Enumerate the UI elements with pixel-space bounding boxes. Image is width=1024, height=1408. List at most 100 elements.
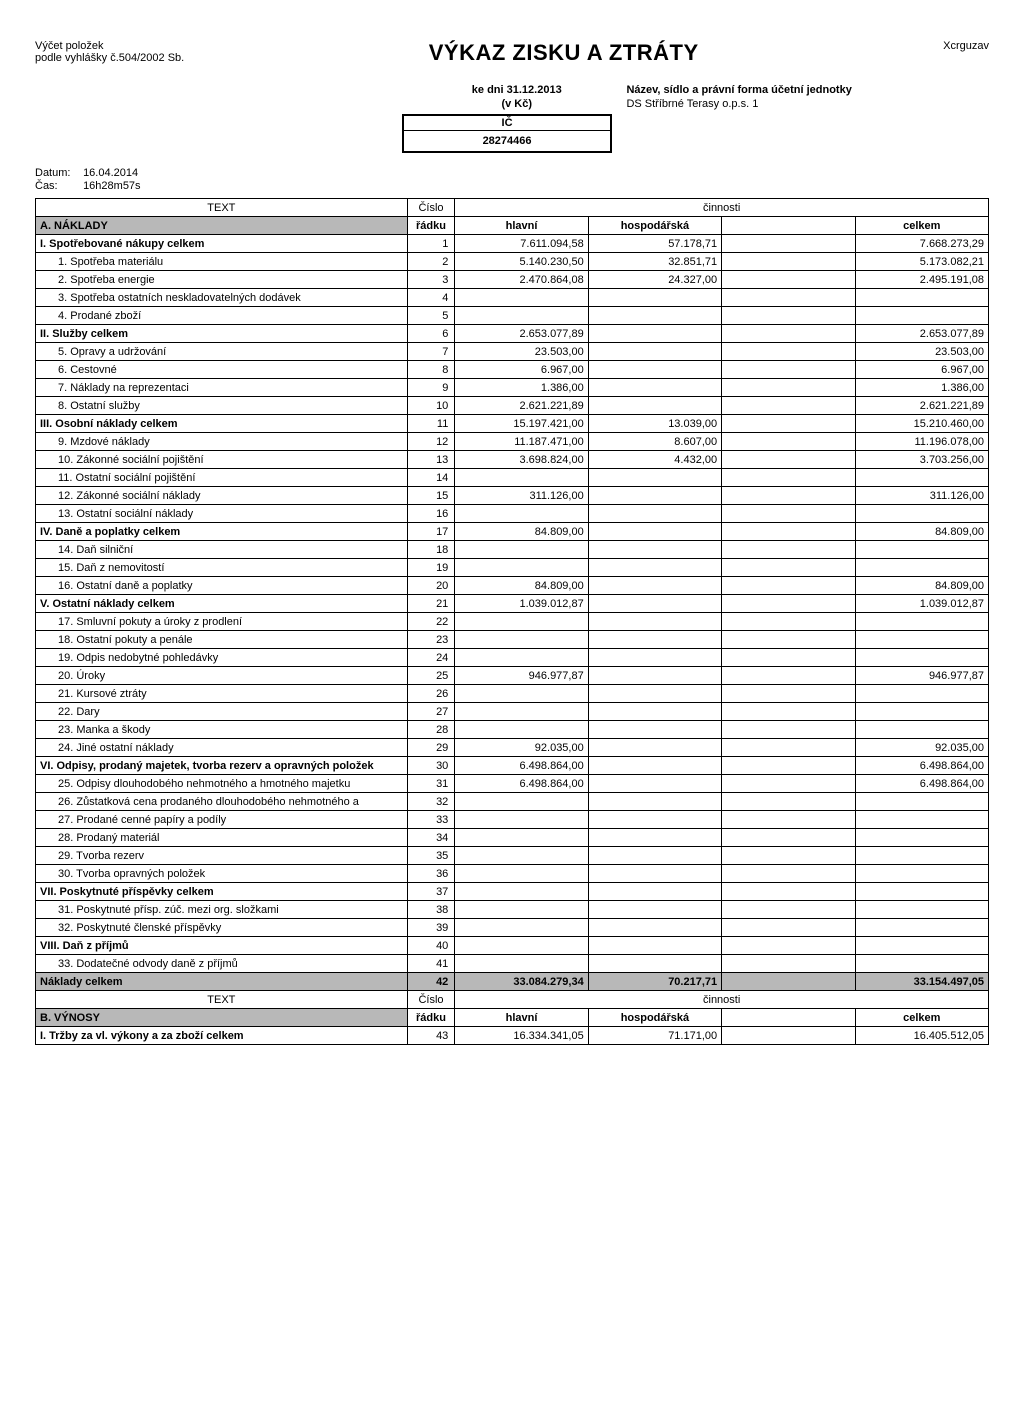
row-v4: [855, 289, 988, 307]
row-v1: 311.126,00: [455, 487, 588, 505]
row-v4: 92.035,00: [855, 739, 988, 757]
row-v4: [855, 847, 988, 865]
row-v4: [855, 793, 988, 811]
row-text: 14. Daň silniční: [36, 541, 408, 559]
row-num: 39: [407, 919, 455, 937]
table-row: 14. Daň silniční18: [36, 541, 989, 559]
row-v2: [588, 595, 721, 613]
table-row: 22. Dary27: [36, 703, 989, 721]
row-v3: [722, 811, 855, 829]
row-v4: 3.703.256,00: [855, 451, 988, 469]
entity-label: Název, sídlo a právní forma účetní jedno…: [626, 84, 989, 96]
row-num: 2: [407, 253, 455, 271]
row-v3: [722, 379, 855, 397]
table-row: 26. Zůstatková cena prodaného dlouhodobé…: [36, 793, 989, 811]
table-row: 10. Zákonné sociální pojištění133.698.82…: [36, 451, 989, 469]
sum-v3: [722, 973, 855, 991]
row-v1: [455, 901, 588, 919]
row-text: III. Osobní náklady celkem: [36, 415, 408, 433]
currency-label: (v Kč): [407, 98, 626, 110]
header-left: Výčet položek podle vyhlášky č.504/2002 …: [35, 40, 184, 64]
ic-value: 28274466: [404, 133, 610, 149]
row-text: 27. Prodané cenné papíry a podíly: [36, 811, 408, 829]
table-row: 23. Manka a škody28: [36, 721, 989, 739]
row-v4: [855, 721, 988, 739]
row-v3: [722, 523, 855, 541]
th-hlavni: hlavní: [455, 217, 588, 235]
row-v2: [588, 559, 721, 577]
row-v2: [588, 739, 721, 757]
row-num: 16: [407, 505, 455, 523]
row-v2: [588, 757, 721, 775]
row-num: 12: [407, 433, 455, 451]
table-row: 7. Náklady na reprezentaci91.386,001.386…: [36, 379, 989, 397]
row-v4: 6.967,00: [855, 361, 988, 379]
row-v3: [722, 739, 855, 757]
row-v2: [588, 613, 721, 631]
header-left-line1: Výčet položek: [35, 40, 184, 52]
row-v1: [455, 307, 588, 325]
row-v4: [855, 703, 988, 721]
row-num: 14: [407, 469, 455, 487]
table-row: 32. Poskytnuté členské příspěvky39: [36, 919, 989, 937]
row-num: 13: [407, 451, 455, 469]
row-v4: [855, 937, 988, 955]
th-hlavni2: hlavní: [455, 1009, 588, 1027]
row-v2: 71.171,00: [588, 1027, 721, 1045]
row-num: 1: [407, 235, 455, 253]
row-v2: [588, 793, 721, 811]
row-v4: [855, 613, 988, 631]
th-cinnosti2: činnosti: [455, 991, 989, 1009]
ic-label: IČ: [404, 116, 610, 131]
row-text: 22. Dary: [36, 703, 408, 721]
table-row: II. Služby celkem62.653.077,892.653.077,…: [36, 325, 989, 343]
row-num: 8: [407, 361, 455, 379]
row-v3: [722, 595, 855, 613]
row-v2: [588, 397, 721, 415]
row-text: VI. Odpisy, prodaný majetek, tvorba reze…: [36, 757, 408, 775]
row-v3: [722, 487, 855, 505]
row-num: 29: [407, 739, 455, 757]
row-v3: [722, 361, 855, 379]
th-radku: řádku: [407, 217, 455, 235]
row-v4: 2.495.191,08: [855, 271, 988, 289]
row-v3: [722, 631, 855, 649]
row-v4: [855, 901, 988, 919]
row-v2: [588, 865, 721, 883]
row-v4: 23.503,00: [855, 343, 988, 361]
row-text: 8. Ostatní služby: [36, 397, 408, 415]
table-row: 25. Odpisy dlouhodobého nehmotného a hmo…: [36, 775, 989, 793]
th-blank: [722, 217, 855, 235]
row-num: 41: [407, 955, 455, 973]
row-text: 33. Dodatečné odvody daně z příjmů: [36, 955, 408, 973]
row-v4: 2.621.221,89: [855, 397, 988, 415]
row-v2: [588, 469, 721, 487]
row-v1: 2.653.077,89: [455, 325, 588, 343]
row-v1: [455, 865, 588, 883]
row-v2: 24.327,00: [588, 271, 721, 289]
row-v3: [722, 829, 855, 847]
row-v1: [455, 883, 588, 901]
row-v3: [722, 847, 855, 865]
row-v3: [722, 883, 855, 901]
table-row: I. Spotřebované nákupy celkem17.611.094,…: [36, 235, 989, 253]
row-v1: [455, 613, 588, 631]
row-num: 43: [407, 1027, 455, 1045]
row-text: 16. Ostatní daně a poplatky: [36, 577, 408, 595]
row-text: 6. Cestovné: [36, 361, 408, 379]
section-b-label: B. VÝNOSY: [36, 1009, 408, 1027]
sum-v4: 33.154.497,05: [855, 973, 988, 991]
row-num: 20: [407, 577, 455, 595]
row-num: 32: [407, 793, 455, 811]
row-v2: [588, 901, 721, 919]
row-v3: [722, 793, 855, 811]
row-v4: 7.668.273,29: [855, 235, 988, 253]
th-hosp2: hospodářská: [588, 1009, 721, 1027]
row-text: 3. Spotřeba ostatních neskladovatelných …: [36, 289, 408, 307]
row-text: I. Tržby za vl. výkony a za zboží celkem: [36, 1027, 408, 1045]
row-v1: [455, 559, 588, 577]
row-v3: [722, 469, 855, 487]
row-num: 37: [407, 883, 455, 901]
row-v1: [455, 955, 588, 973]
row-v4: 5.173.082,21: [855, 253, 988, 271]
